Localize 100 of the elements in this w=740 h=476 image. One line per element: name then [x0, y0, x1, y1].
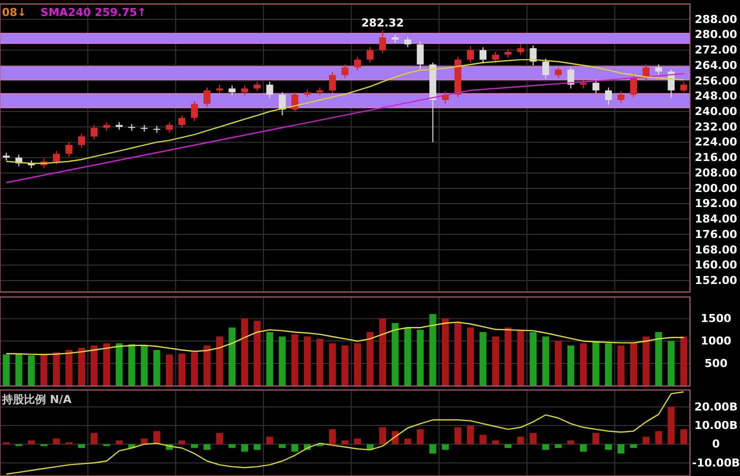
text: SMA240 259.75↑: [40, 6, 146, 19]
candlestick: [630, 74, 637, 98]
candlestick: [241, 85, 248, 96]
bar: [404, 438, 412, 444]
bar: [266, 436, 274, 444]
annotation: 08↓: [2, 6, 27, 19]
bar: [517, 330, 524, 386]
candlestick: [191, 100, 198, 122]
candlestick: [78, 133, 85, 148]
candlestick: [379, 30, 386, 54]
bar: [492, 440, 499, 444]
bar: [291, 444, 298, 452]
candlestick: [204, 87, 210, 108]
bar: [442, 444, 449, 450]
bar: [668, 341, 675, 386]
bar: [316, 338, 324, 386]
candlestick: [254, 81, 261, 92]
bar: [680, 429, 688, 444]
bar: [580, 343, 587, 386]
bar: [66, 350, 72, 386]
bar: [241, 444, 248, 452]
candlestick: [492, 52, 499, 64]
bar: [78, 348, 85, 386]
y-tick-label: 168.00: [694, 243, 738, 256]
bar: [442, 318, 449, 386]
candlestick: [680, 81, 688, 93]
bar: [228, 444, 236, 448]
bar: [254, 320, 261, 386]
bar: [241, 318, 248, 386]
bar: [680, 336, 688, 386]
bar: [90, 433, 98, 444]
bar: [642, 336, 650, 386]
bar: [366, 332, 374, 386]
bar: [480, 434, 486, 444]
bar: [153, 350, 160, 386]
bar: [254, 444, 261, 450]
bar: [467, 426, 474, 444]
y-tick-label: 176.00: [694, 228, 738, 241]
bar: [504, 328, 512, 386]
y-tick-label: 0: [712, 438, 720, 451]
candlestick: [567, 66, 574, 89]
bar: [567, 440, 574, 444]
y-tick-label: 1500: [700, 312, 732, 326]
y-tick-label: -10.00B: [692, 456, 740, 470]
bar: [116, 343, 123, 386]
bar: [542, 444, 550, 450]
y-tick-label: 256.00: [694, 74, 738, 88]
bar: [416, 429, 424, 444]
bar: [454, 427, 462, 444]
bar: [655, 431, 662, 444]
bar: [655, 332, 662, 386]
candlestick: [605, 87, 612, 106]
bar: [592, 433, 600, 444]
bar: [40, 354, 48, 386]
bar: [204, 346, 210, 386]
bar: [15, 354, 22, 386]
candlestick: [166, 122, 173, 134]
bar: [278, 336, 286, 386]
bar: [53, 438, 60, 444]
y-tick-label: 272.00: [694, 44, 738, 57]
bar: [342, 440, 348, 444]
y-tick-label: 208.00: [694, 166, 738, 180]
y-tick-label: 232.00: [694, 120, 738, 134]
bar: [304, 336, 311, 386]
candlestick: [517, 44, 524, 56]
y-tick-label: 10.00B: [694, 419, 738, 432]
y-tick-label: 192.00: [694, 197, 738, 210]
bar: [404, 328, 412, 386]
bar: [204, 444, 210, 450]
y-tick-label: 280.00: [694, 28, 738, 42]
bar: [592, 341, 600, 386]
y-tick-label: 240.00: [694, 105, 738, 118]
candlestick: [366, 46, 374, 64]
bar: [416, 330, 424, 386]
bar: [630, 444, 637, 448]
bar: [392, 323, 399, 386]
bar: [530, 433, 537, 444]
bar: [429, 444, 436, 454]
bar: [28, 355, 35, 386]
bar: [605, 343, 612, 386]
candlestick: [554, 66, 562, 78]
bar: [379, 318, 386, 386]
candlestick: [329, 72, 336, 94]
bar: [103, 343, 110, 386]
line-series: [6, 322, 684, 356]
bar: [668, 406, 675, 444]
bar: [567, 346, 574, 386]
candlestick: [90, 124, 98, 140]
bar: [216, 336, 223, 386]
bar: [191, 352, 198, 386]
y-tick-label: 20.00B: [694, 400, 738, 414]
bar: [354, 438, 361, 444]
bar: [554, 341, 562, 386]
y-tick-label: 248.00: [694, 90, 738, 103]
candlestick: [592, 79, 600, 94]
candlestick: [530, 44, 537, 66]
bar: [128, 344, 136, 386]
y-tick-label: 500: [704, 357, 728, 370]
bar: [630, 343, 637, 386]
bar: [379, 427, 386, 444]
